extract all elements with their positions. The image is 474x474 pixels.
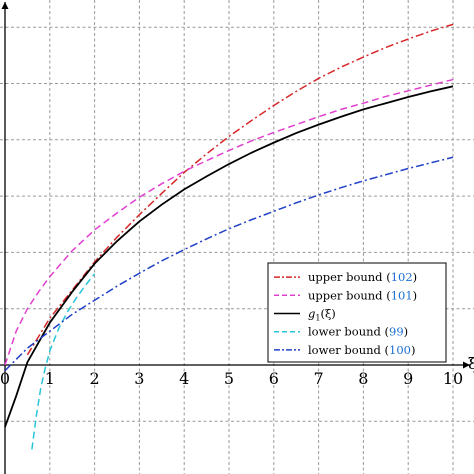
legend-label-4: lower bound (100) (308, 343, 415, 357)
x-tick-label: 6 (269, 369, 279, 388)
series-line-4 (4, 156, 454, 372)
series-line-0 (26, 23, 454, 356)
x-tick-label: 0 (0, 369, 10, 388)
series-line-1 (4, 78, 454, 366)
legend-label-3: lower bound (99) (308, 325, 408, 339)
legend-label-0: upper bound (102) (308, 270, 417, 284)
legend: upper bound (102) upper bound (101) g1(ξ) l… (267, 262, 447, 363)
x-tick-labels: 0 1 2 3 4 5 6 7 8 9 10 ξ (0, 354, 474, 388)
x-tick-label: 1 (45, 369, 55, 388)
x-axis-label: ξ (468, 354, 474, 373)
x-tick-label: 7 (314, 369, 324, 388)
legend-label-2: g1(ξ) (308, 307, 336, 323)
series-layer (4, 23, 454, 450)
legend-box (267, 262, 447, 363)
legend-label-1: upper bound (101) (308, 288, 417, 302)
y-axis-arrow (1, 2, 9, 9)
series-line-2 (4, 85, 454, 428)
x-tick-label: 9 (403, 369, 413, 388)
x-tick-label: 3 (134, 369, 144, 388)
series-line-3 (31, 273, 96, 450)
x-tick-label: 5 (224, 369, 234, 388)
x-tick-label: 4 (179, 369, 189, 388)
x-tick-label: 2 (90, 369, 100, 388)
x-tick-label: 8 (358, 369, 368, 388)
x-tick-label: 10 (443, 369, 463, 388)
x-axis-arrow (463, 361, 470, 369)
